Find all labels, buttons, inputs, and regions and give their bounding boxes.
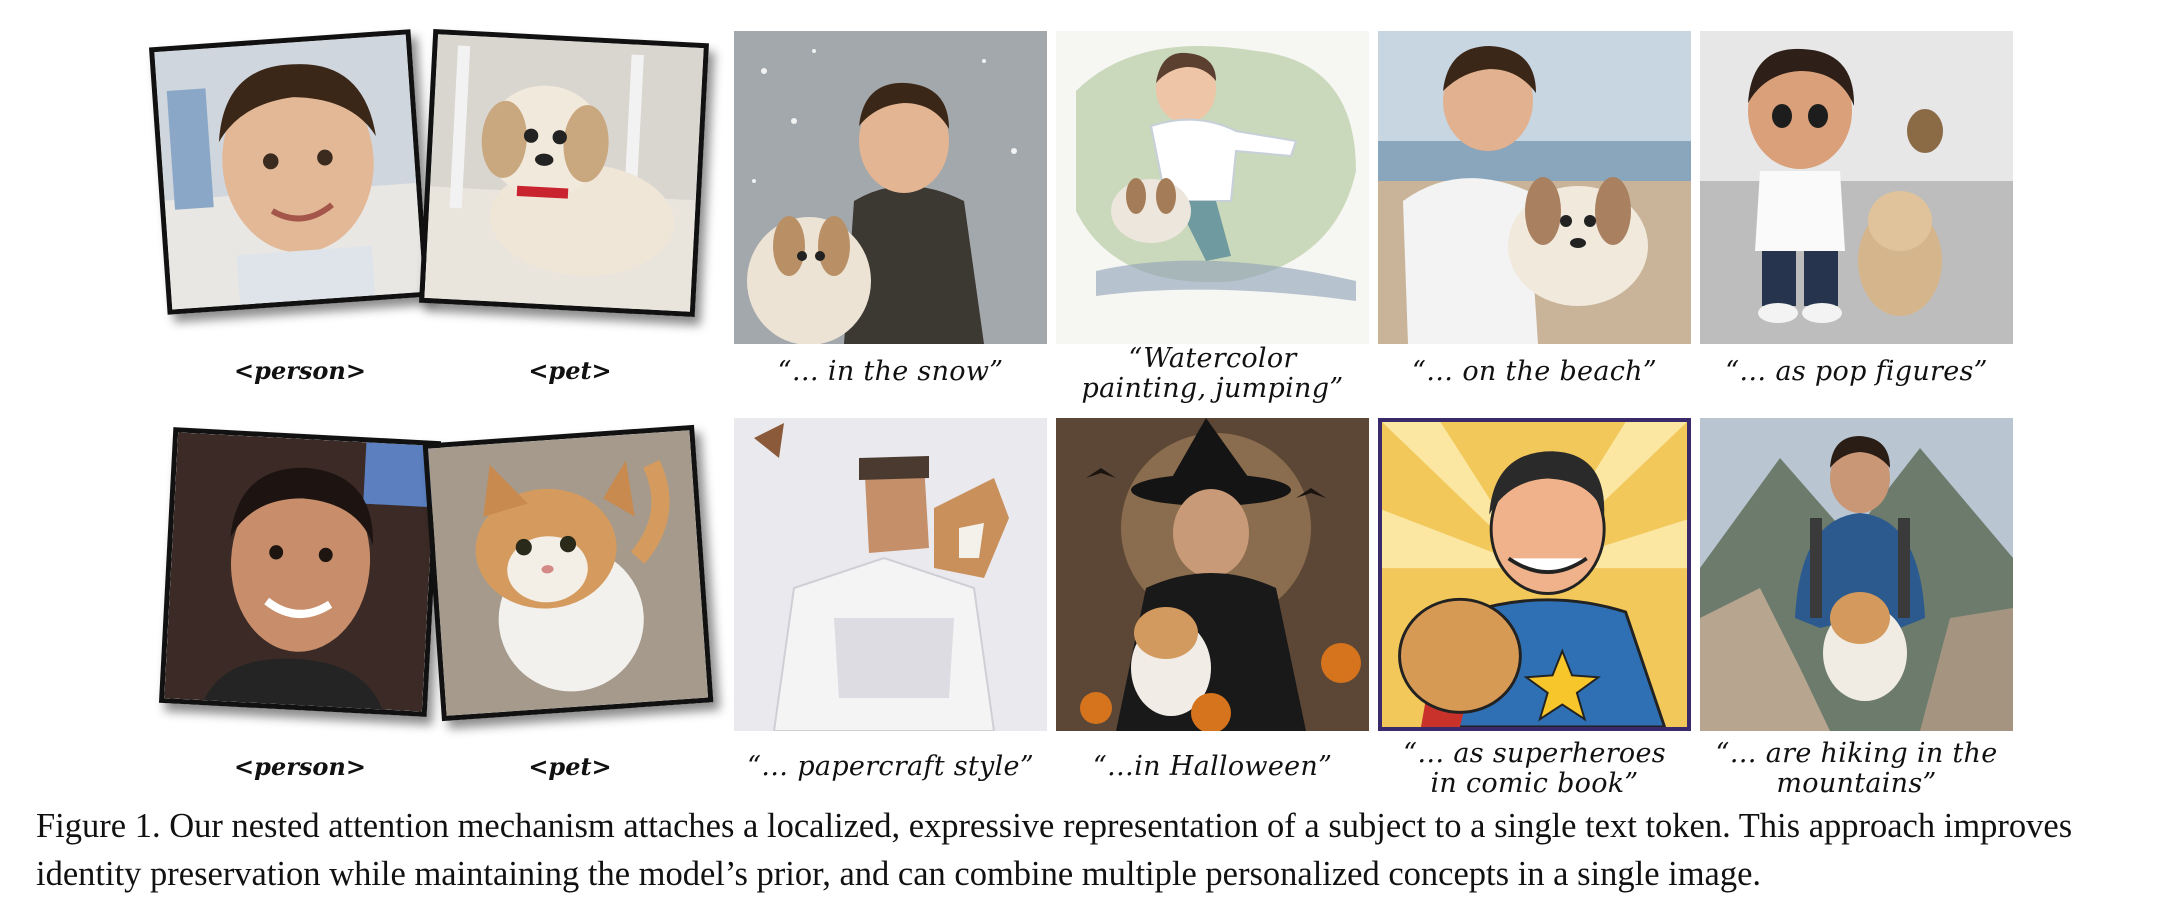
- input-pet-photo-dog: [419, 28, 709, 318]
- output-halloween: [1056, 418, 1369, 731]
- output-pop-figures: [1700, 31, 2013, 344]
- man-photo-image: [164, 432, 436, 712]
- caption-watercolor: “Watercolor painting, jumping”: [1081, 343, 1344, 404]
- token-pet-row2: <pet>: [528, 752, 612, 781]
- caption-halloween: “…in Halloween”: [1092, 751, 1333, 782]
- cat-photo-image: [427, 430, 709, 716]
- man-cat-papercraft-image: [734, 418, 1047, 731]
- boy-photo-image: [154, 34, 424, 310]
- man-cat-halloween-image: [1056, 418, 1369, 731]
- boy-dog-beach-image: [1378, 31, 1691, 344]
- output-beach: [1378, 31, 1691, 344]
- figure-caption: Figure 1. Our nested attention mechanism…: [36, 807, 2073, 893]
- output-snow: [734, 31, 1047, 344]
- token-pet-row1: <pet>: [528, 356, 612, 385]
- caption-snow: “… in the snow”: [777, 356, 1004, 387]
- man-cat-hiking-image: [1700, 418, 2013, 731]
- token-person-row1: <person>: [234, 356, 366, 385]
- token-person-row2: <person>: [234, 752, 366, 781]
- caption-beach: “… on the beach”: [1412, 356, 1657, 387]
- boy-dog-watercolor-image: [1056, 31, 1369, 344]
- shih-tzu-photo-image: [424, 34, 704, 312]
- boy-dog-pop-figures-image: [1700, 31, 2013, 344]
- caption-comic: “… as superheroes in comic book”: [1403, 738, 1666, 799]
- input-person-photo-boy: [148, 29, 430, 315]
- man-cat-comic-image: [1382, 422, 1687, 727]
- caption-hiking: “… are hiking in the mountains”: [1715, 738, 1998, 799]
- caption-papercraft: “… papercraft style”: [747, 751, 1034, 782]
- boy-dog-snow-image: [734, 31, 1047, 344]
- output-hiking: [1700, 418, 2013, 731]
- output-comic: [1378, 418, 1691, 731]
- output-papercraft: [734, 418, 1047, 731]
- input-person-photo-man: [158, 427, 442, 717]
- output-watercolor: [1056, 31, 1369, 344]
- caption-pop-figures: “… as pop figures”: [1725, 356, 1988, 387]
- input-pet-photo-cat: [422, 424, 714, 722]
